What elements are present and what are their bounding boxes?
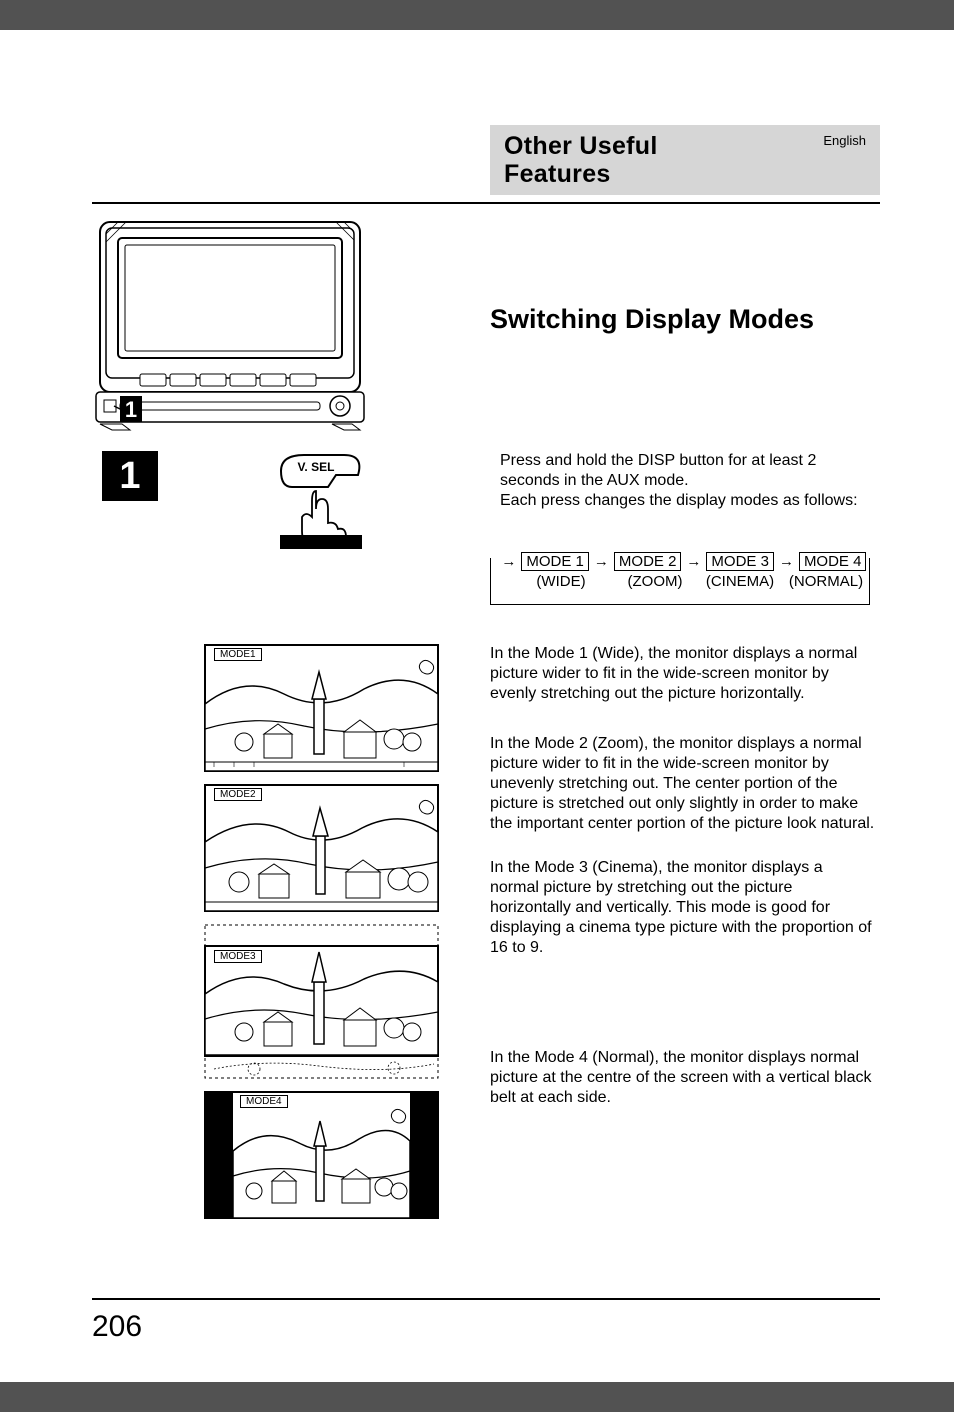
mode1-label: MODE1 <box>214 648 262 661</box>
mode4-description: In the Mode 4 (Normal), the monitor disp… <box>490 1048 875 1108</box>
mode-name-3: (CINEMA) <box>700 573 780 590</box>
header-language: English <box>823 133 866 148</box>
mode-name-1: (WIDE) <box>526 573 596 590</box>
mode1-figure: MODE1 <box>204 644 439 772</box>
mode3-label: MODE3 <box>214 950 262 963</box>
mode-box-4: MODE 4 <box>799 552 867 571</box>
header-title-line1: Other Useful <box>504 132 658 160</box>
mode3-illustration <box>204 924 439 1079</box>
mode-box-1: MODE 1 <box>521 552 589 571</box>
step-text-line2: Each press changes the display modes as … <box>500 492 858 509</box>
step-number: 1 <box>102 451 158 501</box>
mode-cycle-diagram: → MODE 1 → MODE 2 → MODE 3 → MODE 4 (WID… <box>490 546 870 594</box>
mode-name-2: (ZOOM) <box>620 573 690 590</box>
document-page: Other Useful Features English <box>0 30 954 1382</box>
mode-name-4: (NORMAL) <box>782 573 870 590</box>
mode3-figure: MODE3 <box>204 924 439 1079</box>
mode-box-2: MODE 2 <box>614 552 682 571</box>
step-text: Press and hold the DISP button for at le… <box>500 451 880 511</box>
mode4-figure: MODE4 <box>204 1091 439 1219</box>
mode-figures-column: MODE1 <box>204 644 439 1231</box>
section-heading: Switching Display Modes <box>490 304 814 335</box>
top-rule <box>92 202 880 204</box>
arrow-icon: → <box>589 553 614 570</box>
mode2-description: In the Mode 2 (Zoom), the monitor displa… <box>490 734 875 834</box>
mode3-description: In the Mode 3 (Cinema), the monitor disp… <box>490 858 875 958</box>
vsel-button-label: V. SEL <box>298 460 335 474</box>
vsel-button-icon: V. SEL <box>276 451 366 551</box>
mode-descriptions: In the Mode 1 (Wide), the monitor displa… <box>490 644 875 1138</box>
unit-figure: 1 <box>92 216 452 441</box>
step-1-row: 1 V. SEL Press and hold the DISP button … <box>102 451 872 551</box>
mode2-label: MODE2 <box>214 788 262 801</box>
head-unit-illustration: 1 <box>92 216 368 436</box>
mode4-illustration <box>204 1091 439 1219</box>
arrow-icon: → <box>496 553 521 570</box>
mode1-description: In the Mode 1 (Wide), the monitor displa… <box>490 644 875 704</box>
arrow-icon: → <box>774 553 799 570</box>
mode-box-3: MODE 3 <box>706 552 774 571</box>
arrow-icon: → <box>681 553 706 570</box>
header-bar: Other Useful Features English <box>490 125 880 195</box>
mode4-label: MODE4 <box>240 1095 288 1108</box>
mode1-illustration <box>204 644 439 772</box>
mode2-illustration <box>204 784 439 912</box>
page-number: 206 <box>92 1310 142 1344</box>
header-title: Other Useful Features <box>504 133 658 188</box>
bottom-rule <box>92 1298 880 1300</box>
unit-callout-number: 1 <box>125 397 137 422</box>
header-title-line2: Features <box>504 160 611 188</box>
mode2-figure: MODE2 <box>204 784 439 912</box>
step-text-line1: Press and hold the DISP button for at le… <box>500 452 816 489</box>
